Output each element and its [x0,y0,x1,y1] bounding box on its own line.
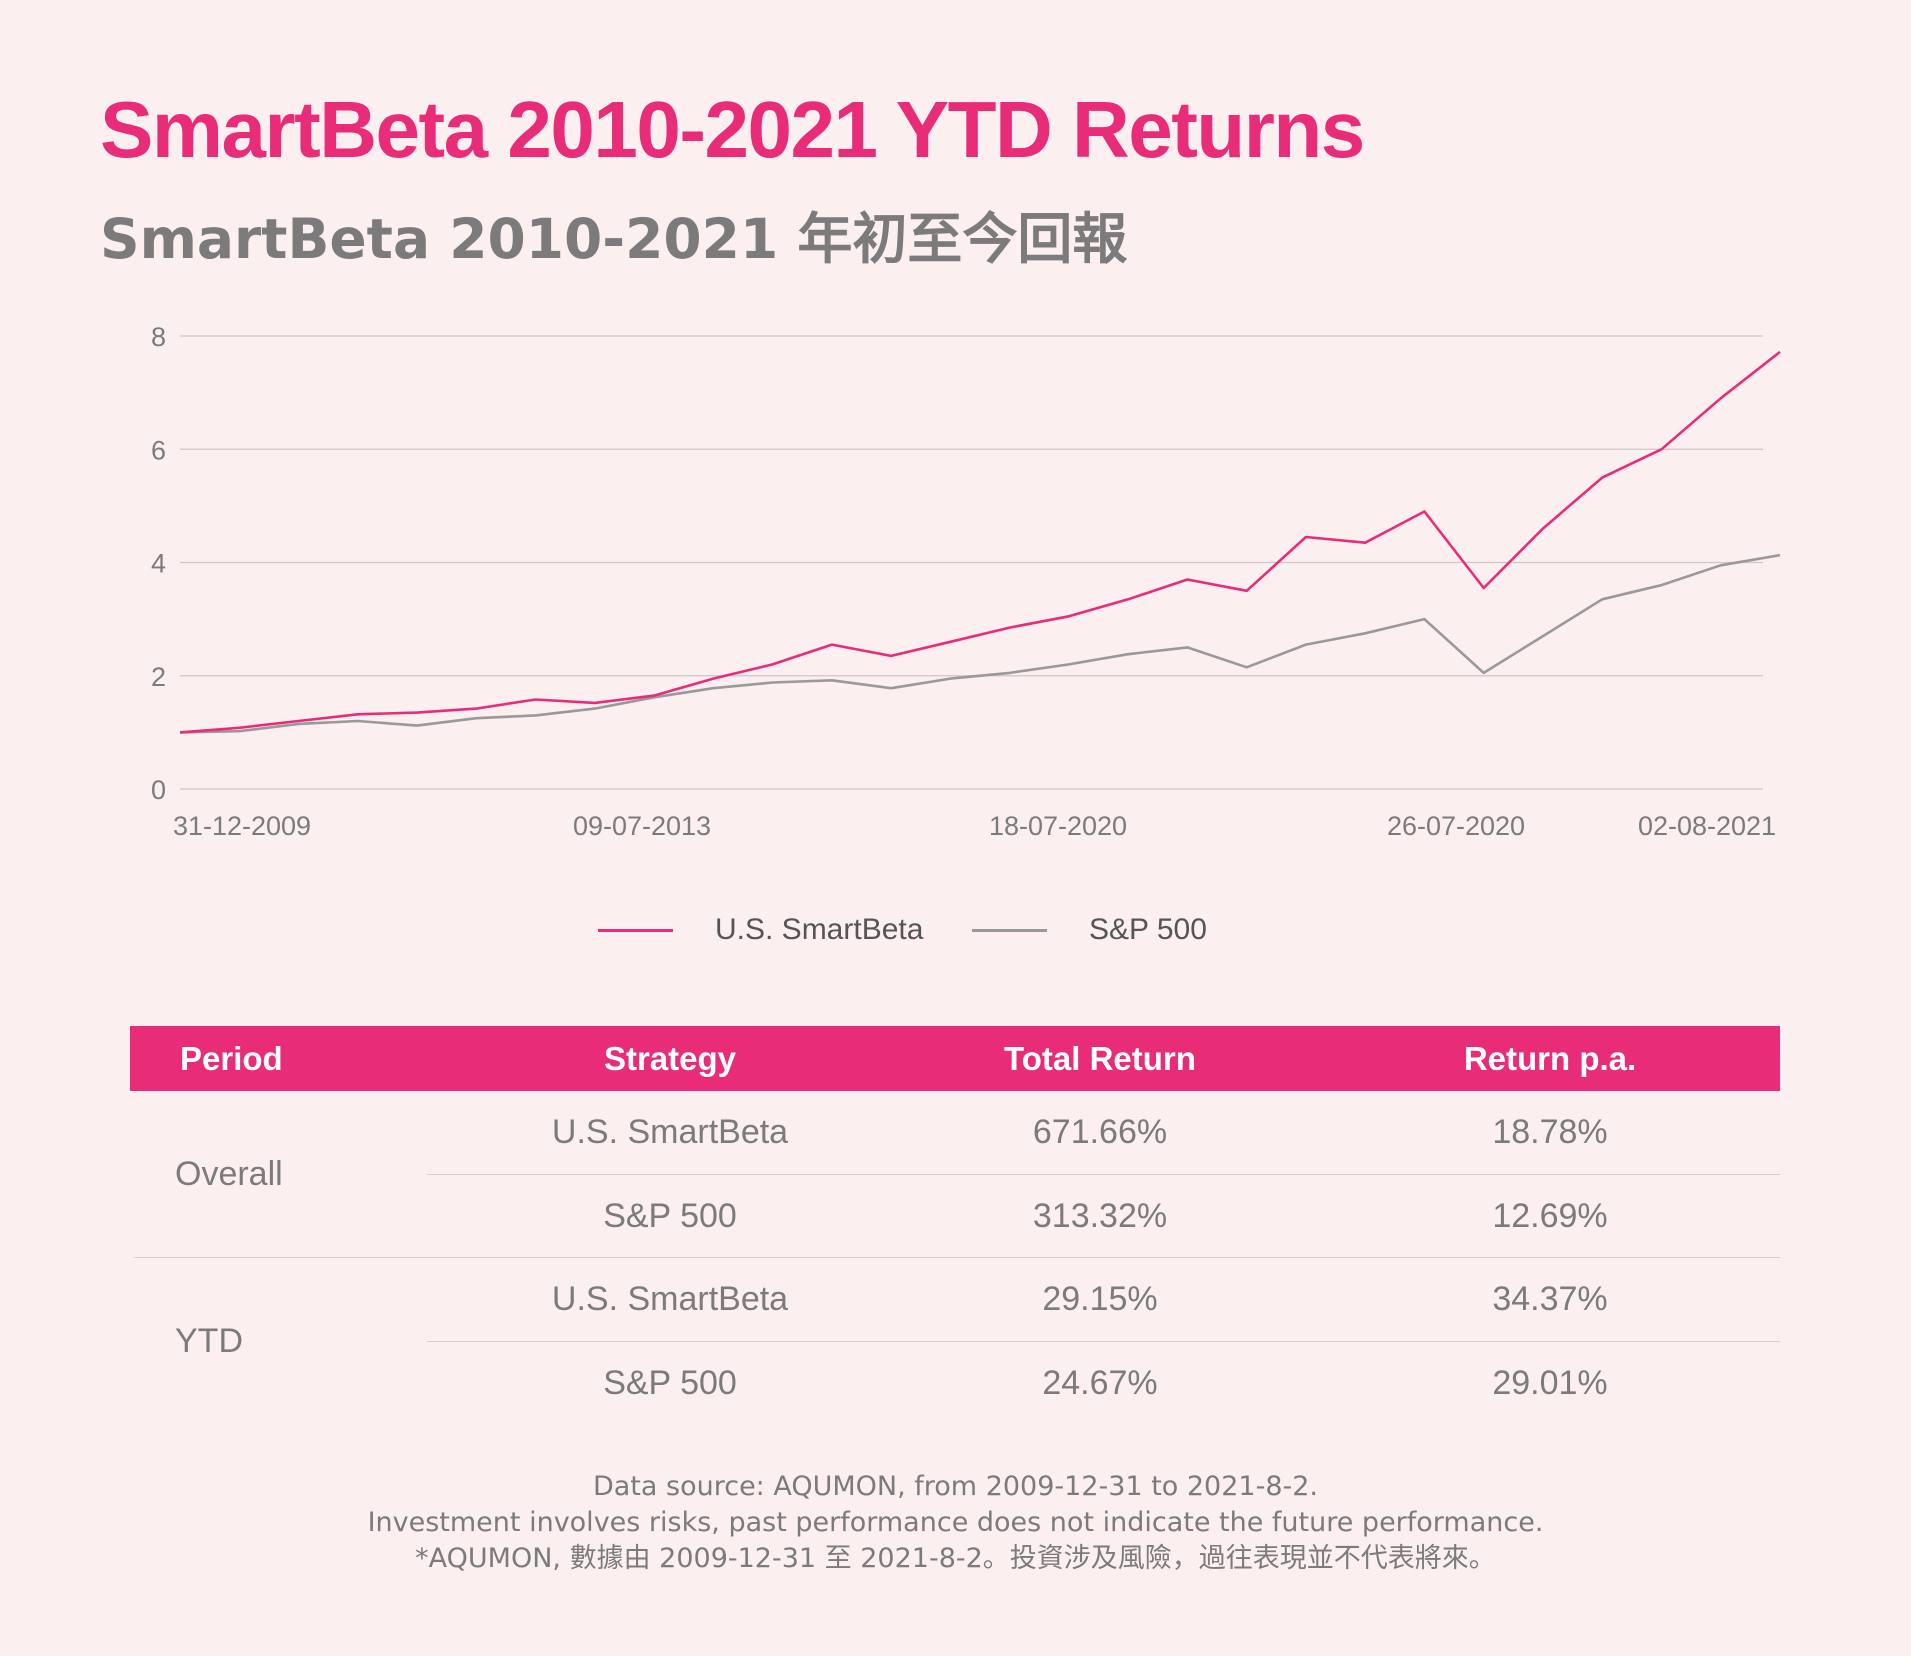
footer-disclaimer: Data source: AQUMON, from 2009-12-31 to … [0,1469,1911,1577]
strategy-cell: U.S. SmartBeta [551,1113,789,1151]
series-line-sp500 [179,553,1781,734]
period-label: Overall [175,1155,283,1193]
series-line-smartbeta [179,350,1781,734]
returns-table: Period Strategy Total Return Return p.a.… [130,1026,1780,1425]
period-label: YTD [175,1322,243,1360]
chart-grid [180,335,1763,790]
table-group-overall: Overall U.S. SmartBeta 671.66% 18.78% S&… [130,1091,1780,1258]
return-pa-cell: 29.01% [1492,1364,1608,1402]
table-group-ytd: YTD U.S. SmartBeta 29.15% 34.37% S&P 500… [130,1258,1780,1425]
legend-swatch-sp500 [972,928,1047,932]
page-title: SmartBeta 2010-2021 YTD Returns [100,85,1365,174]
header-return-pa: Return p.a. [1463,1040,1637,1077]
x-tick-label: 02-08-2021 [1638,811,1776,841]
chart-series [179,350,1781,734]
y-tick-label: 4 [151,549,166,579]
legend-label-sp500: S&P 500 [1089,913,1207,946]
strategy-cell: U.S. SmartBeta [551,1280,789,1318]
total-return-cell: 29.15% [1042,1280,1158,1318]
x-tick-label: 26-07-2020 [1387,811,1525,841]
footer-risk-en: Investment involves risks, past performa… [367,1507,1544,1538]
table-row: U.S. SmartBeta 29.15% 34.37% [427,1258,1780,1341]
x-tick-label: 31-12-2009 [173,811,311,841]
table-header: Period Strategy Total Return Return p.a. [130,1026,1780,1091]
y-tick-label: 8 [151,322,166,352]
total-return-cell: 671.66% [1032,1113,1168,1151]
x-axis-ticks: 31-12-2009 09-07-2013 18-07-2020 26-07-2020… [173,811,1776,841]
table-row: S&P 500 24.67% 29.01% [427,1342,1780,1425]
total-return-cell: 24.67% [1042,1364,1158,1402]
page-subtitle: SmartBeta 2010-2021 年初至今回報 [100,207,1128,271]
strategy-cell: S&P 500 [603,1197,737,1235]
y-tick-label: 6 [151,435,166,465]
group-divider [134,1257,1780,1258]
return-pa-cell: 34.37% [1492,1280,1608,1318]
legend-item-smartbeta: U.S. SmartBeta [598,910,923,950]
row-divider [427,1174,1780,1175]
header-period: Period [180,1040,283,1077]
header-total-return: Total Return [1004,1040,1196,1077]
table-row: S&P 500 313.32% 12.69% [427,1175,1780,1258]
legend-label-smartbeta: U.S. SmartBeta [715,913,924,946]
strategy-cell: S&P 500 [603,1364,737,1402]
legend-item-sp500: S&P 500 [972,910,1207,950]
x-tick-label: 09-07-2013 [573,811,711,841]
footer-source: Data source: AQUMON, from 2009-12-31 to … [592,1471,1319,1502]
table-row: U.S. SmartBeta 671.66% 18.78% [427,1091,1780,1174]
y-axis-ticks: 0 2 4 6 8 [151,322,166,805]
chart-legend: U.S. SmartBeta S&P 500 [0,910,1911,950]
y-tick-label: 2 [151,662,166,692]
header-strategy: Strategy [603,1040,737,1077]
return-pa-cell: 18.78% [1492,1113,1608,1151]
y-tick-label: 0 [151,775,166,805]
legend-swatch-smartbeta [598,928,673,932]
return-pa-cell: 12.69% [1492,1197,1608,1235]
line-chart: 0 2 4 6 8 31-12-2009 09-07-2013 18-07-2020 26-0… [151,322,1781,841]
row-divider [427,1341,1780,1342]
footer-risk-zh: *AQUMON, 數據由 2009-12-31 至 2021-8-2。投資涉及風… [415,1543,1496,1574]
total-return-cell: 313.32% [1032,1197,1168,1235]
x-tick-label: 18-07-2020 [989,811,1127,841]
